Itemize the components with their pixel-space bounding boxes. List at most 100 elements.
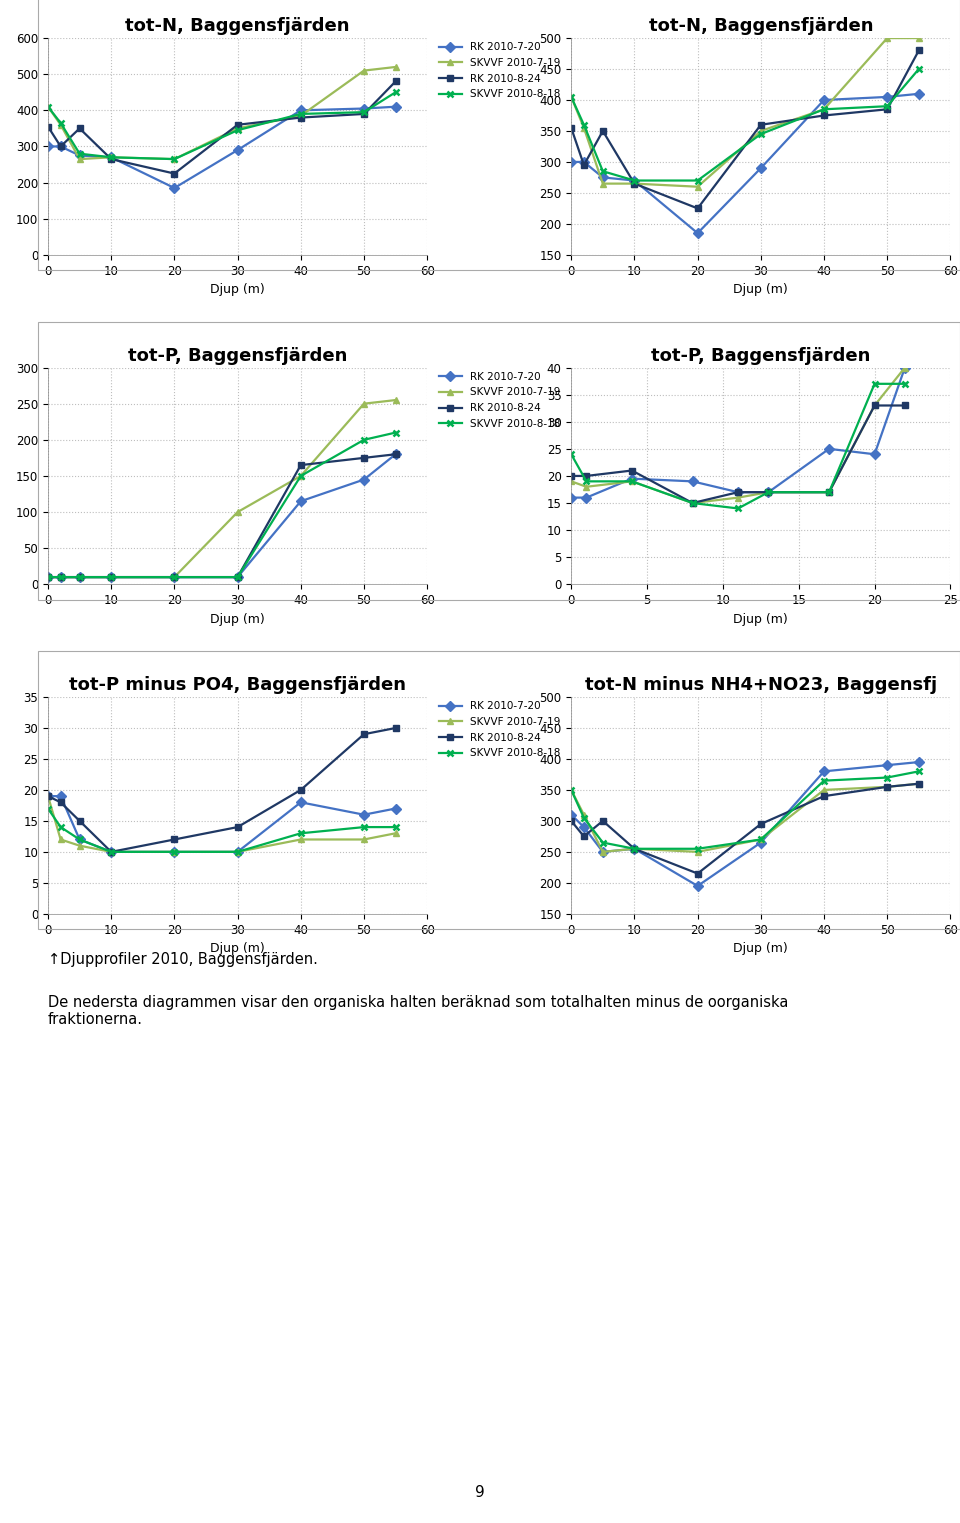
SKVVF 2010-8-18	[55, 568, 66, 586]
SKVVF 2010-8-18	[74, 568, 85, 586]
RK 2010-8-24	[692, 200, 704, 218]
RK 2010-7-20	[358, 806, 370, 824]
SKVVF 2010-8-18	[900, 375, 911, 393]
SKVVF 2010-8-18	[629, 172, 640, 190]
SKVVF 2010-7-19	[295, 830, 306, 848]
RK 2010-8-24	[578, 827, 589, 845]
RK 2010-7-20	[732, 483, 744, 501]
RK 2010-8-24	[74, 812, 85, 830]
RK 2010-7-20	[106, 148, 117, 166]
RK 2010-7-20	[295, 101, 306, 119]
RK 2010-7-20	[295, 793, 306, 812]
RK 2010-8-24	[390, 445, 401, 463]
RK 2010-7-20	[169, 178, 180, 196]
SKVVF 2010-7-19	[881, 29, 893, 47]
SKVVF 2010-8-18	[169, 149, 180, 168]
Line: SKVVF 2010-7-19: SKVVF 2010-7-19	[44, 396, 399, 580]
SKVVF 2010-7-19	[732, 489, 744, 507]
Line: RK 2010-8-24: RK 2010-8-24	[44, 451, 399, 580]
SKVVF 2010-7-19	[169, 842, 180, 860]
RK 2010-8-24	[565, 119, 577, 137]
RK 2010-8-24	[597, 812, 609, 830]
Title: tot-N, Baggensfjärden: tot-N, Baggensfjärden	[649, 17, 873, 35]
SKVVF 2010-7-19	[565, 472, 577, 490]
RK 2010-8-24	[42, 117, 54, 136]
RK 2010-8-24	[692, 865, 704, 883]
SKVVF 2010-8-18	[597, 161, 609, 180]
SKVVF 2010-8-18	[42, 568, 54, 586]
RK 2010-7-20	[42, 137, 54, 155]
SKVVF 2010-8-18	[581, 472, 592, 490]
RK 2010-8-24	[913, 41, 924, 59]
RK 2010-8-24	[55, 137, 66, 155]
RK 2010-8-24	[231, 116, 243, 134]
Line: SKVVF 2010-8-18: SKVVF 2010-8-18	[567, 381, 908, 512]
RK 2010-7-20	[900, 358, 911, 376]
RK 2010-7-20	[106, 568, 117, 586]
SKVVF 2010-8-18	[824, 483, 835, 501]
SKVVF 2010-8-18	[756, 830, 767, 848]
RK 2010-7-20	[913, 85, 924, 104]
RK 2010-7-20	[913, 752, 924, 771]
SKVVF 2010-7-19	[565, 88, 577, 107]
SKVVF 2010-8-18	[565, 781, 577, 800]
SKVVF 2010-7-19	[578, 119, 589, 137]
RK 2010-8-24	[231, 568, 243, 586]
RK 2010-8-24	[565, 468, 577, 486]
Title: tot-N, Baggensfjärden: tot-N, Baggensfjärden	[126, 17, 349, 35]
RK 2010-7-20	[762, 483, 774, 501]
Title: tot-N minus NH4+NO23, Baggensfj: tot-N minus NH4+NO23, Baggensfj	[585, 676, 937, 694]
SKVVF 2010-7-19	[818, 781, 829, 800]
SKVVF 2010-8-18	[762, 483, 774, 501]
SKVVF 2010-8-18	[390, 84, 401, 102]
Text: ↑Djupprofiler 2010, Baggensfjärden.: ↑Djupprofiler 2010, Baggensfjärden.	[48, 952, 318, 967]
RK 2010-8-24	[597, 122, 609, 140]
SKVVF 2010-7-19	[106, 568, 117, 586]
RK 2010-7-20	[578, 152, 589, 171]
SKVVF 2010-8-18	[881, 769, 893, 787]
X-axis label: Djup (m): Djup (m)	[733, 612, 788, 626]
SKVVF 2010-7-19	[629, 175, 640, 193]
SKVVF 2010-8-18	[390, 818, 401, 836]
RK 2010-8-24	[565, 812, 577, 830]
RK 2010-8-24	[169, 164, 180, 183]
RK 2010-8-24	[629, 839, 640, 857]
RK 2010-7-20	[686, 472, 698, 490]
SKVVF 2010-8-18	[231, 120, 243, 139]
Legend: RK 2010-7-20, SKVVF 2010-7-19, RK 2010-8-24, SKVVF 2010-8-18: RK 2010-7-20, SKVVF 2010-7-19, RK 2010-8…	[435, 367, 564, 433]
RK 2010-7-20	[169, 842, 180, 860]
Line: RK 2010-7-20: RK 2010-7-20	[567, 364, 908, 501]
RK 2010-7-20	[74, 830, 85, 848]
RK 2010-8-24	[358, 725, 370, 743]
RK 2010-7-20	[231, 142, 243, 160]
SKVVF 2010-8-18	[358, 431, 370, 449]
SKVVF 2010-8-18	[169, 568, 180, 586]
RK 2010-8-24	[295, 781, 306, 800]
Line: SKVVF 2010-8-18: SKVVF 2010-8-18	[567, 768, 923, 853]
SKVVF 2010-7-19	[597, 842, 609, 860]
SKVVF 2010-7-19	[597, 175, 609, 193]
RK 2010-7-20	[818, 91, 829, 110]
RK 2010-8-24	[106, 568, 117, 586]
Line: RK 2010-8-24: RK 2010-8-24	[567, 780, 923, 877]
X-axis label: Djup (m): Djup (m)	[210, 943, 265, 955]
RK 2010-8-24	[42, 568, 54, 586]
SKVVF 2010-7-19	[578, 806, 589, 824]
RK 2010-7-20	[358, 471, 370, 489]
RK 2010-8-24	[295, 108, 306, 126]
Line: RK 2010-8-24: RK 2010-8-24	[567, 402, 908, 507]
Legend: RK 2010-7-20, SKVVF 2010-7-19, RK 2010-8-24, SKVVF 2010-8-18: RK 2010-7-20, SKVVF 2010-7-19, RK 2010-8…	[958, 367, 960, 433]
Line: SKVVF 2010-8-18: SKVVF 2010-8-18	[44, 806, 399, 856]
SKVVF 2010-8-18	[732, 500, 744, 518]
RK 2010-7-20	[55, 787, 66, 806]
RK 2010-8-24	[756, 815, 767, 833]
Line: SKVVF 2010-8-18: SKVVF 2010-8-18	[44, 429, 399, 580]
SKVVF 2010-8-18	[106, 148, 117, 166]
RK 2010-8-24	[626, 461, 637, 480]
RK 2010-7-20	[169, 568, 180, 586]
SKVVF 2010-7-19	[358, 61, 370, 79]
SKVVF 2010-7-19	[565, 781, 577, 800]
SKVVF 2010-8-18	[231, 842, 243, 860]
RK 2010-8-24	[55, 568, 66, 586]
SKVVF 2010-8-18	[692, 839, 704, 857]
